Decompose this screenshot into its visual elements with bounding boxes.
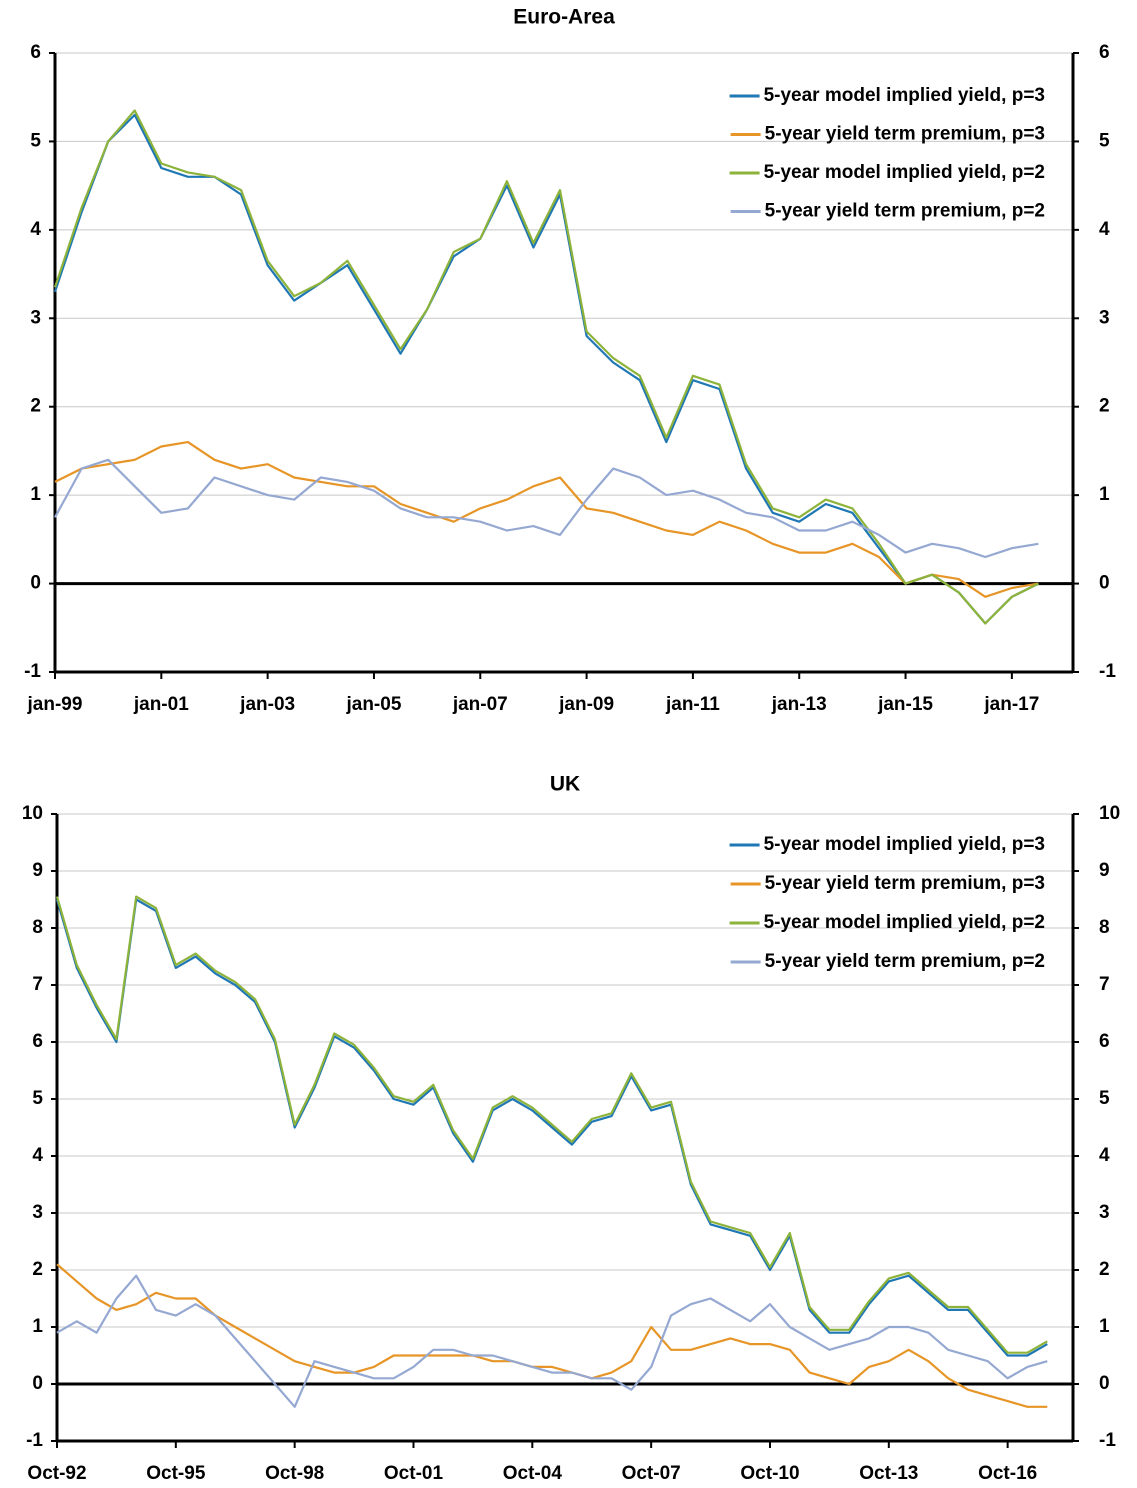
series-line: [53, 113, 1039, 625]
x-tick-label: jan-11: [665, 694, 720, 715]
y-tick-label: 1: [32, 1316, 43, 1337]
chart-title: Euro-Area: [513, 6, 615, 29]
chart-panel: UK -1 0 1 2 3 4 5 6 7 8 9 10 -1 0 1 2 3 4 5 6 7 8 9 10 Oct-92 Oct-…: [22, 773, 1120, 1484]
x-tick-label: Oct-13: [859, 1463, 918, 1484]
chart-title: UK: [550, 773, 580, 796]
y2-tick-label: 7: [1099, 974, 1110, 995]
y2-tick-label: -1: [1099, 661, 1116, 682]
series-line: [56, 1263, 1048, 1408]
y-tick-label: -1: [24, 661, 41, 682]
y2-tick-label: 6: [1099, 42, 1110, 63]
y2-tick-label: 5: [1099, 1088, 1110, 1109]
legend-label: 5-year model implied yield, p=3: [764, 834, 1045, 855]
y-tick-label: 6: [30, 42, 41, 63]
x-tick-label: jan-99: [27, 694, 83, 715]
y-tick-label: 3: [30, 307, 41, 328]
y2-tick-label: 6: [1099, 1031, 1110, 1052]
series-line: [55, 895, 1048, 1354]
x-tick-label: Oct-16: [978, 1463, 1037, 1484]
x-tick-label: Oct-04: [503, 1463, 563, 1484]
x-tick-label: Oct-10: [740, 1463, 799, 1484]
x-tick-label: Oct-95: [146, 1463, 206, 1484]
y-tick-label: 4: [30, 219, 41, 240]
y2-tick-label: 3: [1099, 1202, 1110, 1223]
chart-panel: Euro-Area -1 0 1 2 3 4 5 6 -1 0 1 2 3 4 5 6 jan-99 jan-01 j…: [24, 6, 1116, 715]
x-tick-label: jan-01: [133, 694, 189, 715]
y-tick-label: -1: [26, 1430, 43, 1451]
series-line: [53, 109, 1039, 625]
y-tick-label: 3: [32, 1202, 43, 1223]
y2-tick-label: 5: [1099, 130, 1110, 151]
y-tick-label: 8: [32, 917, 43, 938]
y-tick-label: 1: [30, 484, 41, 505]
y-tick-label: 4: [32, 1145, 43, 1166]
series-line: [56, 1274, 1048, 1408]
y2-tick-label: 10: [1099, 803, 1120, 824]
x-tick-label: jan-03: [239, 694, 295, 715]
y-tick-label: 5: [32, 1088, 43, 1109]
x-tick-label: Oct-92: [27, 1463, 86, 1484]
x-tick-label: jan-09: [558, 694, 614, 715]
x-tick-label: Oct-01: [384, 1463, 444, 1484]
legend-label: 5-year yield term premium, p=2: [765, 951, 1045, 972]
y2-tick-label: 9: [1099, 860, 1110, 881]
legend-label: 5-year model implied yield, p=2: [764, 912, 1045, 933]
x-tick-label: jan-07: [452, 694, 508, 715]
legend-label: 5-year model implied yield, p=3: [764, 85, 1045, 106]
y2-tick-label: 0: [1099, 1373, 1110, 1394]
x-tick-label: Oct-98: [265, 1463, 324, 1484]
y-tick-label: 0: [30, 573, 41, 594]
series-line: [54, 441, 1039, 598]
x-tick-label: jan-17: [983, 694, 1039, 715]
y-tick-label: 2: [30, 396, 41, 417]
y2-tick-label: 4: [1099, 1145, 1110, 1166]
legend-label: 5-year yield term premium, p=2: [765, 201, 1045, 222]
y2-tick-label: 1: [1099, 484, 1110, 505]
y2-tick-label: 2: [1099, 396, 1110, 417]
y-tick-label: 6: [32, 1031, 43, 1052]
y2-tick-label: -1: [1099, 1430, 1116, 1451]
legend-label: 5-year model implied yield, p=2: [764, 162, 1045, 183]
x-tick-label: Oct-07: [622, 1463, 681, 1484]
y-tick-label: 7: [32, 974, 43, 995]
y2-tick-label: 8: [1099, 917, 1110, 938]
legend-label: 5-year yield term premium, p=3: [765, 124, 1045, 145]
y-tick-label: 5: [30, 130, 41, 151]
y2-tick-label: 4: [1099, 219, 1110, 240]
y2-tick-label: 0: [1099, 573, 1110, 594]
y-tick-label: 0: [32, 1373, 43, 1394]
series-line: [54, 458, 1039, 559]
x-tick-label: jan-13: [771, 694, 827, 715]
y-tick-label: 10: [22, 803, 43, 824]
y2-tick-label: 3: [1099, 307, 1110, 328]
y2-tick-label: 2: [1099, 1259, 1110, 1280]
y-tick-label: 9: [32, 860, 43, 881]
legend-label: 5-year yield term premium, p=3: [765, 873, 1045, 894]
x-tick-label: jan-05: [345, 694, 401, 715]
series-line: [55, 898, 1048, 1357]
y2-tick-label: 1: [1099, 1316, 1110, 1337]
y-tick-label: 2: [32, 1259, 43, 1280]
x-tick-label: jan-15: [877, 694, 933, 715]
